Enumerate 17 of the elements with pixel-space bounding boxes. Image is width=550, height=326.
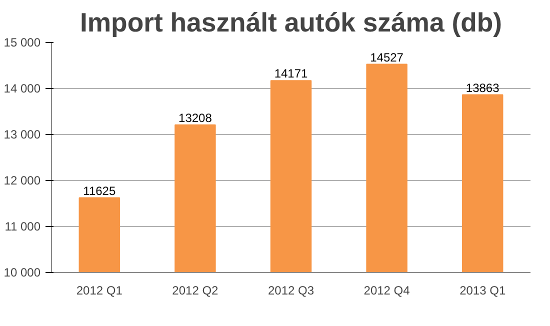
y-tick-label: 13 000 [4,128,41,142]
x-tick-label: 2013 Q1 [460,284,506,298]
data-label: 14527 [370,50,404,64]
data-label: 13863 [466,80,500,95]
x-tick-label: 2012 Q1 [76,284,123,298]
y-tick-label: 14 000 [4,82,41,96]
chart-title: Import használt autók száma (db) [80,8,502,38]
y-tick-label: 10 000 [4,266,41,280]
x-tick-label: 2012 Q4 [364,284,410,298]
data-label: 13208 [178,110,212,125]
y-tick-label: 15 000 [4,36,41,50]
y-tick-label: 11 000 [4,220,41,234]
y-tick-label: 12 000 [4,174,41,188]
data-label: 11625 [83,184,116,198]
data-label: 14171 [274,66,308,81]
x-tick-label: 2012 Q3 [268,284,314,298]
x-tick-label: 2012 Q2 [172,284,219,298]
